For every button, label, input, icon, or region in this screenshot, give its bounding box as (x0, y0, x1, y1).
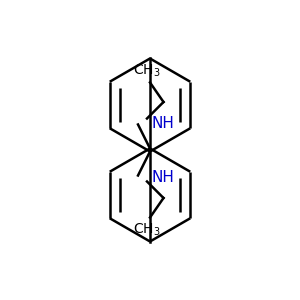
Text: NH: NH (152, 116, 174, 130)
Text: NH: NH (152, 169, 174, 184)
Text: CH$_3$: CH$_3$ (133, 221, 161, 238)
Text: CH$_3$: CH$_3$ (133, 62, 161, 79)
